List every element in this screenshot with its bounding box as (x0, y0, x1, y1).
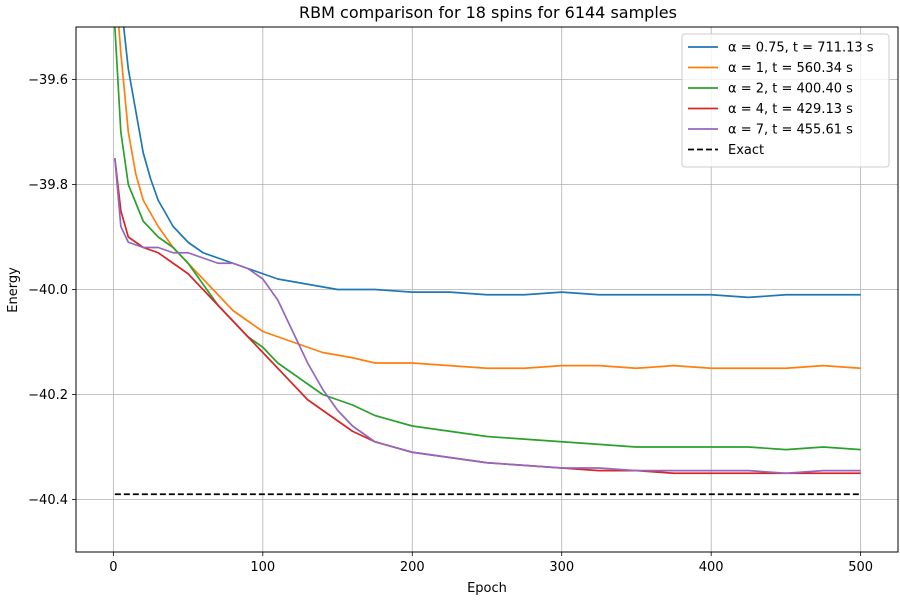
y-tick-label: −40.4 (28, 493, 68, 508)
legend: α = 0.75, t = 711.13 s α = 1, t = 560.34 … (681, 33, 890, 168)
series-line-0 (122, 27, 861, 299)
y-tick-label: −39.8 (28, 178, 68, 193)
y-axis-title: Energy (6, 267, 21, 313)
x-tick-label: 100 (250, 560, 275, 575)
y-tick-label: −40.2 (28, 388, 68, 403)
y-axis: −40.4 −40.2 −40.0 −39.8 −39.6 (28, 73, 76, 508)
y-tick-label: −40.0 (28, 283, 68, 298)
x-axis: 0 100 200 300 400 500 (109, 552, 873, 575)
y-tick-label: −39.6 (28, 73, 68, 88)
series-line-2 (114, 27, 861, 451)
x-tick-label: 300 (549, 560, 574, 575)
series-line-3 (114, 158, 861, 475)
legend-label: Exact (728, 143, 764, 158)
series-line-1 (117, 27, 861, 370)
series-layer (114, 27, 861, 496)
legend-label: α = 0.75, t = 711.13 s (728, 41, 874, 56)
x-axis-title: Epoch (467, 581, 507, 596)
legend-label: α = 4, t = 429.13 s (728, 102, 853, 117)
chart-title: RBM comparison for 18 spins for 6144 sam… (299, 3, 677, 22)
x-tick-label: 500 (848, 560, 873, 575)
x-tick-label: 200 (400, 560, 425, 575)
legend-label: α = 2, t = 400.40 s (728, 82, 853, 97)
legend-box (681, 33, 890, 168)
x-tick-label: 0 (109, 560, 117, 575)
x-tick-label: 400 (699, 560, 724, 575)
legend-label: α = 7, t = 455.61 s (728, 123, 853, 138)
series-line-4 (114, 158, 861, 475)
legend-label: α = 1, t = 560.34 s (728, 61, 853, 76)
